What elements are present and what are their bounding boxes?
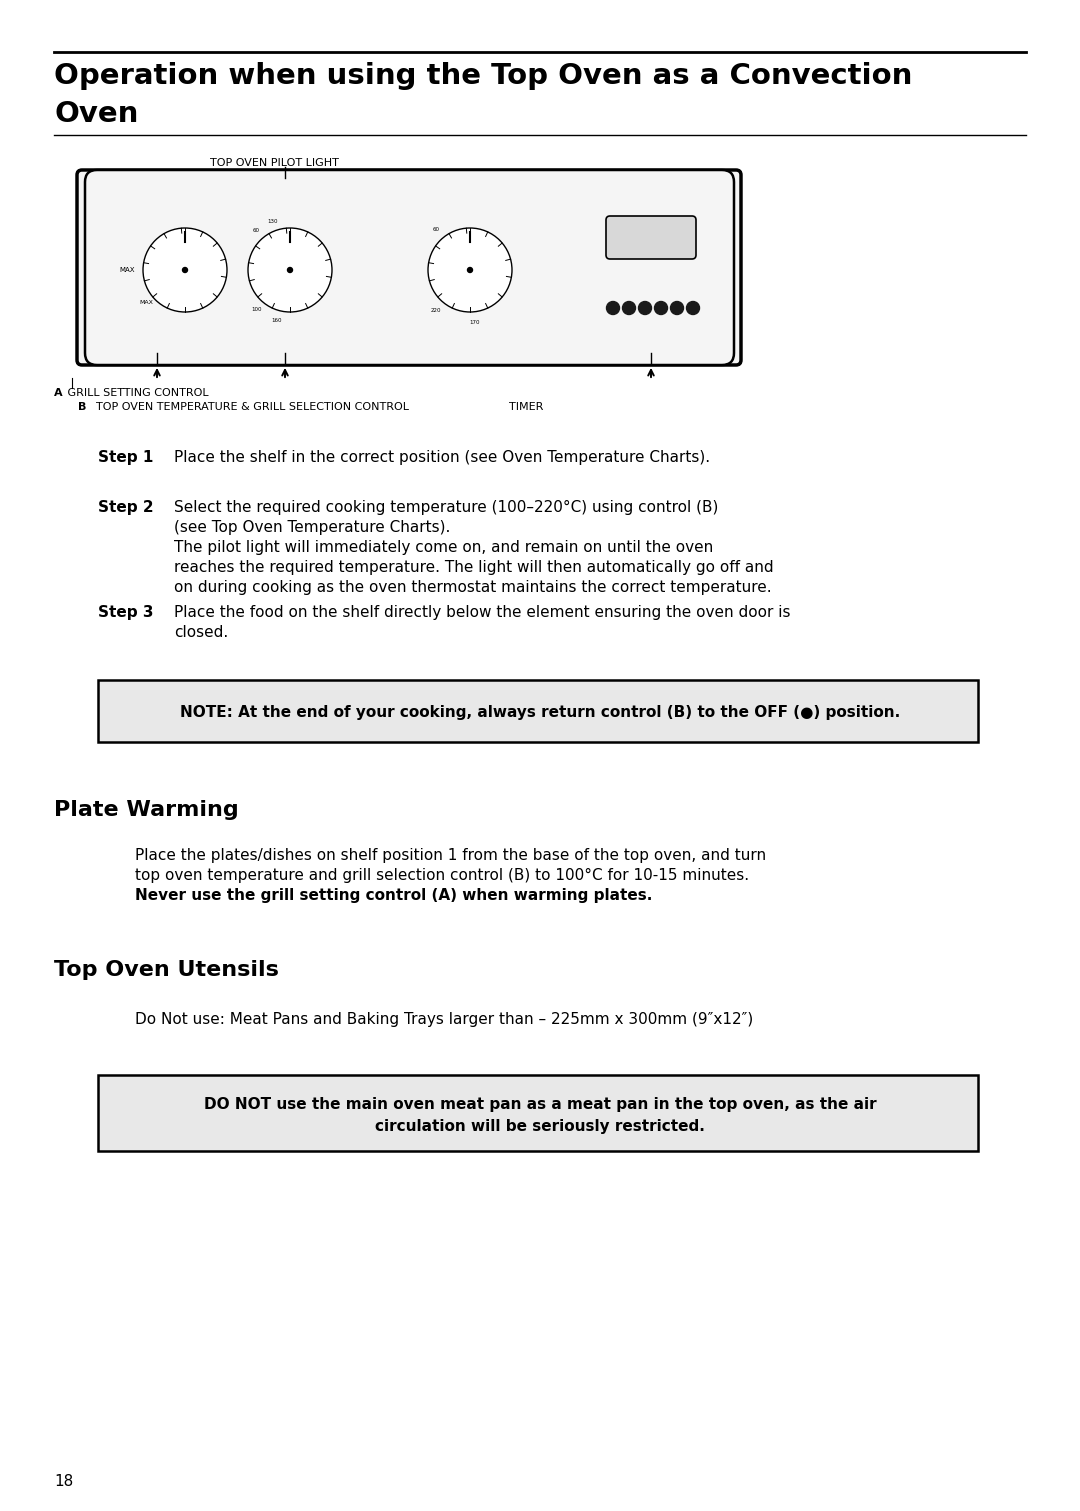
Text: B: B: [78, 402, 86, 413]
Text: Step 1: Step 1: [98, 450, 153, 465]
Text: GRILL SETTING CONTROL: GRILL SETTING CONTROL: [64, 388, 208, 397]
FancyBboxPatch shape: [98, 680, 978, 742]
Text: Place the food on the shelf directly below the element ensuring the oven door is: Place the food on the shelf directly bel…: [174, 604, 791, 620]
FancyBboxPatch shape: [77, 171, 741, 366]
Circle shape: [143, 228, 227, 311]
Circle shape: [183, 267, 188, 272]
Text: 60: 60: [432, 227, 440, 231]
Text: reaches the required temperature. The light will then automatically go off and: reaches the required temperature. The li…: [174, 561, 773, 576]
Text: TOP OVEN PILOT LIGHT: TOP OVEN PILOT LIGHT: [210, 159, 339, 168]
Text: circulation will be seriously restricted.: circulation will be seriously restricted…: [375, 1120, 705, 1133]
Text: Do Not use: Meat Pans and Baking Trays larger than – 225mm x 300mm (9″x12″): Do Not use: Meat Pans and Baking Trays l…: [135, 1012, 753, 1027]
Text: The pilot light will immediately come on, and remain on until the oven: The pilot light will immediately come on…: [174, 539, 713, 555]
Text: TOP OVEN TEMPERATURE & GRILL SELECTION CONTROL: TOP OVEN TEMPERATURE & GRILL SELECTION C…: [89, 402, 409, 413]
Text: Never use the grill setting control (A) when warming plates.: Never use the grill setting control (A) …: [135, 888, 652, 904]
Text: (see Top Oven Temperature Charts).: (see Top Oven Temperature Charts).: [174, 520, 450, 535]
Text: Step 3: Step 3: [98, 604, 153, 620]
Text: MAX: MAX: [119, 267, 135, 273]
FancyBboxPatch shape: [606, 216, 696, 258]
Text: 160: 160: [271, 317, 282, 323]
Text: TIMER: TIMER: [509, 402, 543, 413]
Text: 220: 220: [431, 308, 442, 313]
Text: 170: 170: [470, 320, 480, 325]
Text: Operation when using the Top Oven as a Convection: Operation when using the Top Oven as a C…: [54, 62, 913, 91]
Text: top oven temperature and grill selection control (B) to 100°C for 10-15 minutes.: top oven temperature and grill selection…: [135, 867, 750, 882]
Circle shape: [654, 302, 667, 314]
Circle shape: [428, 228, 512, 311]
Text: Select the required cooking temperature (100–220°C) using control (B): Select the required cooking temperature …: [174, 500, 718, 515]
Text: closed.: closed.: [174, 626, 228, 641]
Text: A: A: [54, 388, 63, 397]
Text: 130: 130: [267, 219, 278, 224]
Text: Place the shelf in the correct position (see Oven Temperature Charts).: Place the shelf in the correct position …: [174, 450, 711, 465]
Circle shape: [638, 302, 651, 314]
Text: 100: 100: [252, 307, 261, 313]
Circle shape: [687, 302, 700, 314]
Circle shape: [671, 302, 684, 314]
Text: NOTE: At the end of your cooking, always return control (B) to the OFF (●) posit: NOTE: At the end of your cooking, always…: [180, 706, 900, 721]
Circle shape: [287, 267, 293, 272]
Circle shape: [468, 267, 473, 272]
Text: Place the plates/dishes on shelf position 1 from the base of the top oven, and t: Place the plates/dishes on shelf positio…: [135, 848, 766, 863]
Text: 18: 18: [54, 1475, 73, 1488]
Circle shape: [607, 302, 620, 314]
Text: Plate Warming: Plate Warming: [54, 799, 239, 820]
FancyBboxPatch shape: [85, 171, 734, 366]
Text: on during cooking as the oven thermostat maintains the correct temperature.: on during cooking as the oven thermostat…: [174, 580, 771, 595]
Circle shape: [622, 302, 635, 314]
Text: 60: 60: [253, 228, 260, 233]
Text: Oven: Oven: [54, 100, 138, 128]
Text: Top Oven Utensils: Top Oven Utensils: [54, 959, 279, 981]
Text: DO NOT use the main oven meat pan as a meat pan in the top oven, as the air: DO NOT use the main oven meat pan as a m…: [204, 1097, 876, 1112]
Circle shape: [248, 228, 332, 311]
FancyBboxPatch shape: [98, 1074, 978, 1151]
Text: Step 2: Step 2: [98, 500, 153, 515]
Text: MAX: MAX: [139, 299, 153, 305]
